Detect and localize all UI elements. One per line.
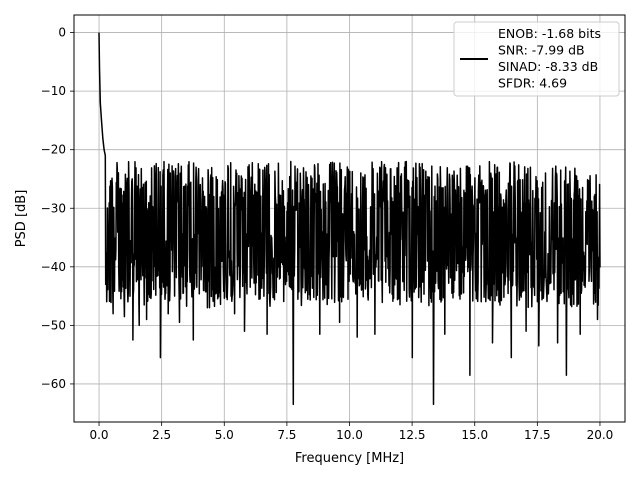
x-tick-label: 12.5 [399, 428, 426, 442]
x-tick-label: 10.0 [336, 428, 363, 442]
x-tick-label: 17.5 [524, 428, 551, 442]
y-tick-label: −30 [41, 201, 66, 215]
x-tick-label: 7.5 [277, 428, 296, 442]
x-tick-label: 2.5 [152, 428, 171, 442]
psd-line [98, 32, 601, 406]
x-tick-label: 5.0 [215, 428, 234, 442]
legend-entry-text: SFDR: 4.69 [498, 76, 567, 91]
y-axis-ticks: 0 −10 −20 −30 −40 −50 −60 [41, 26, 74, 391]
y-axis-label: PSD [dB] [14, 190, 29, 248]
legend-entry-text: SINAD: -8.33 dB [498, 59, 598, 74]
x-tick-label: 20.0 [587, 428, 614, 442]
y-tick-label: −20 [41, 143, 66, 157]
y-tick-label: 0 [58, 26, 66, 40]
y-tick-label: −60 [41, 377, 66, 391]
x-tick-label: 15.0 [461, 428, 488, 442]
x-axis-ticks: 0.0 2.5 5.0 7.5 10.0 12.5 15.0 17.5 20.0 [89, 422, 613, 442]
x-tick-label: 0.0 [89, 428, 108, 442]
legend-box [453, 21, 620, 97]
psd-series [98, 32, 601, 406]
y-tick-label: −50 [41, 318, 66, 332]
x-axis-label: Frequency [MHz] [295, 451, 404, 466]
legend-entry-text: ENOB: -1.68 bits [498, 26, 601, 41]
y-tick-label: −40 [41, 260, 66, 274]
legend-entry-text: SNR: -7.99 dB [498, 43, 585, 58]
y-tick-label: −10 [41, 84, 66, 98]
